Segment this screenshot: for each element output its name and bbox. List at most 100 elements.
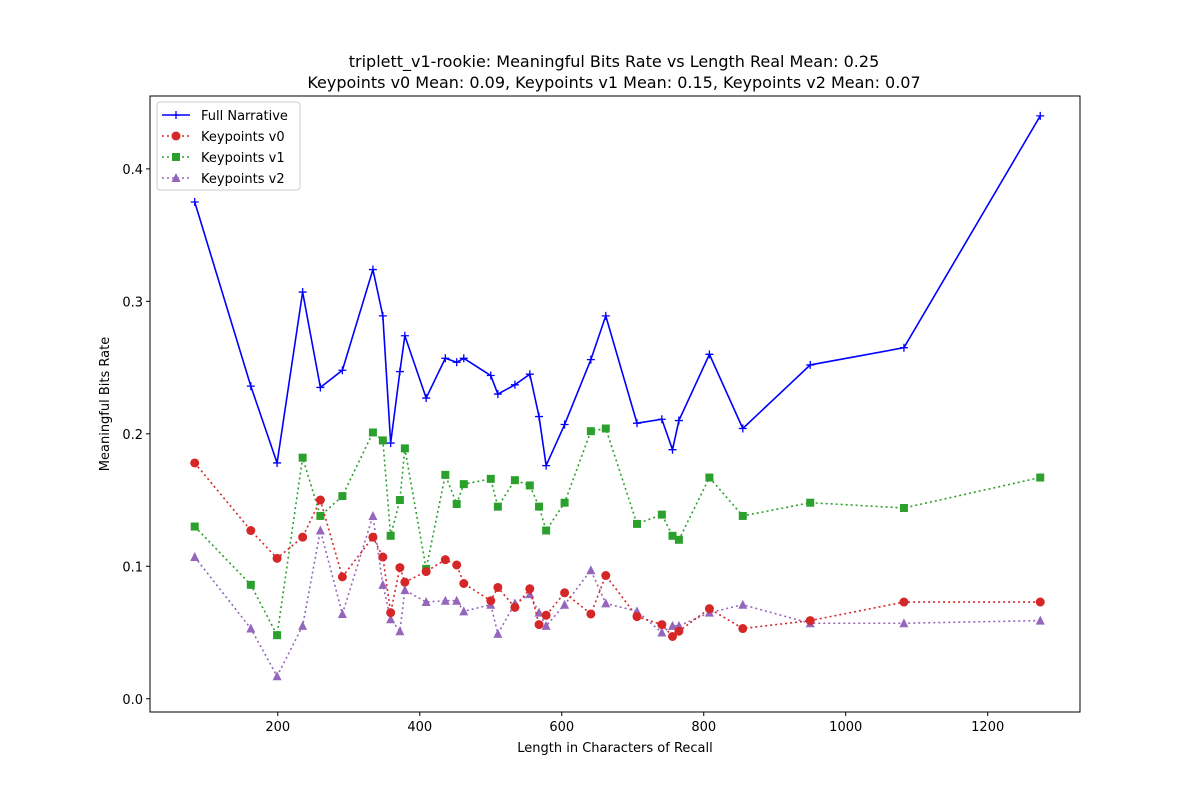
data-point-keypoints-v2 (657, 627, 667, 637)
data-point-full-narrative (273, 458, 282, 467)
data-point-keypoints-v0 (674, 626, 684, 636)
data-point-keypoints-v0 (486, 596, 496, 606)
data-point-keypoints-v1 (459, 480, 468, 489)
data-point-keypoints-v2 (315, 525, 325, 535)
data-point-keypoints-v1 (657, 510, 666, 519)
data-point-full-narrative (459, 354, 468, 363)
data-point-full-narrative (633, 419, 642, 428)
data-point-keypoints-v0 (190, 458, 200, 468)
data-point-full-narrative (452, 358, 461, 367)
data-point-keypoints-v0 (560, 588, 570, 598)
data-point-keypoints-v1 (273, 631, 282, 640)
data-point-keypoints-v2 (386, 614, 396, 624)
data-point-keypoints-v2 (601, 598, 611, 608)
data-point-full-narrative (586, 355, 595, 364)
data-point-keypoints-v1 (1036, 473, 1045, 482)
y-tick-label: 0.4 (122, 163, 143, 178)
data-point-full-narrative (601, 311, 610, 320)
data-point-keypoints-v1 (395, 496, 404, 505)
data-point-full-narrative (535, 412, 544, 421)
data-point-keypoints-v2 (298, 620, 308, 630)
data-point-keypoints-v0 (704, 604, 714, 614)
series-line-keypoints-v1 (194, 427, 1041, 638)
legend-label-keypoints-v0: Keypoints v0 (201, 130, 285, 145)
data-point-keypoints-v2 (459, 606, 469, 616)
data-point-keypoints-v2 (452, 595, 462, 605)
data-point-keypoints-v0 (899, 597, 909, 607)
y-tick-label: 0.3 (122, 295, 143, 310)
data-point-keypoints-v0 (738, 624, 748, 634)
x-tick-label: 400 (407, 720, 432, 735)
data-point-keypoints-v0 (534, 620, 544, 630)
legend-marker-keypoints-v1 (172, 153, 180, 161)
data-point-keypoints-v2 (525, 589, 535, 599)
legend-label-full-narrative: Full Narrative (201, 109, 288, 124)
data-point-keypoints-v2 (337, 608, 347, 618)
data-point-full-narrative (560, 420, 569, 429)
data-point-keypoints-v1 (560, 498, 569, 507)
data-point-keypoints-v0 (668, 631, 678, 641)
data-point-keypoints-v0 (421, 567, 431, 577)
x-tick-label: 1200 (971, 720, 1004, 735)
data-point-keypoints-v0 (378, 552, 388, 562)
data-point-keypoints-v1 (633, 519, 642, 528)
data-point-full-narrative (298, 288, 307, 297)
data-point-full-narrative (899, 343, 908, 352)
data-point-keypoints-v0 (386, 608, 396, 618)
data-point-keypoints-v0 (298, 532, 308, 542)
data-point-keypoints-v2 (586, 565, 596, 575)
x-tick-label: 200 (265, 720, 290, 735)
data-point-keypoints-v1 (190, 522, 199, 531)
data-point-keypoints-v0 (395, 563, 405, 573)
data-point-keypoints-v2 (534, 607, 544, 617)
y-axis-label: Meaningful Bits Rate (98, 337, 113, 471)
data-point-keypoints-v1 (510, 476, 519, 485)
data-point-keypoints-v0 (459, 579, 469, 589)
legend-box (156, 101, 301, 191)
data-point-keypoints-v1 (705, 473, 714, 482)
data-point-full-narrative (378, 311, 387, 320)
data-point-keypoints-v1 (535, 502, 544, 511)
data-point-keypoints-v2 (493, 628, 503, 638)
series-keypoints-v0 (190, 458, 1045, 641)
data-point-keypoints-v2 (421, 597, 431, 607)
legend-label-keypoints-v2: Keypoints v2 (201, 172, 285, 187)
series-line-keypoints-v0 (194, 462, 1041, 638)
series-keypoints-v2 (190, 510, 1045, 681)
data-point-keypoints-v1 (298, 453, 307, 462)
data-point-keypoints-v2 (560, 599, 570, 609)
data-point-keypoints-v0 (601, 571, 611, 581)
plot-area: 200 400 600 800 1000 1200 0.0 0.1 0.2 0.3 0.4 (122, 111, 1045, 735)
data-point-full-narrative (657, 415, 666, 424)
data-point-keypoints-v1 (668, 531, 677, 540)
legend-marker-keypoints-v2 (171, 173, 181, 182)
data-point-keypoints-v0 (493, 582, 503, 592)
data-point-keypoints-v0 (440, 555, 450, 565)
data-point-keypoints-v1 (452, 500, 461, 509)
data-point-keypoints-v1 (601, 424, 610, 433)
data-point-keypoints-v0 (510, 602, 520, 612)
data-point-full-narrative (190, 197, 199, 206)
data-point-full-narrative (542, 461, 551, 470)
data-point-keypoints-v0 (400, 577, 410, 587)
data-point-keypoints-v0 (315, 495, 325, 505)
data-point-keypoints-v0 (452, 560, 462, 570)
data-point-keypoints-v0 (246, 526, 256, 536)
data-point-full-narrative (525, 370, 534, 379)
data-point-full-narrative (493, 390, 502, 399)
data-point-full-narrative (316, 383, 325, 392)
data-point-full-narrative (368, 265, 377, 274)
data-point-full-narrative (674, 416, 683, 425)
axes-frame (149, 95, 1081, 713)
legend-marker-keypoints-v0 (171, 131, 181, 141)
data-point-keypoints-v0 (657, 620, 667, 630)
data-point-keypoints-v0 (632, 612, 642, 622)
x-axis-label: Length in Characters of Recall (517, 741, 713, 756)
data-point-keypoints-v2 (1035, 615, 1045, 625)
series-line-keypoints-v2 (194, 515, 1041, 678)
series-line-full-narrative (193, 115, 1041, 469)
chart-title-line-2: Keypoints v0 Mean: 0.09, Keypoints v1 Me… (307, 73, 920, 92)
data-point-keypoints-v1 (738, 511, 747, 520)
data-point-keypoints-v2 (378, 579, 388, 589)
data-point-full-narrative (738, 424, 747, 433)
